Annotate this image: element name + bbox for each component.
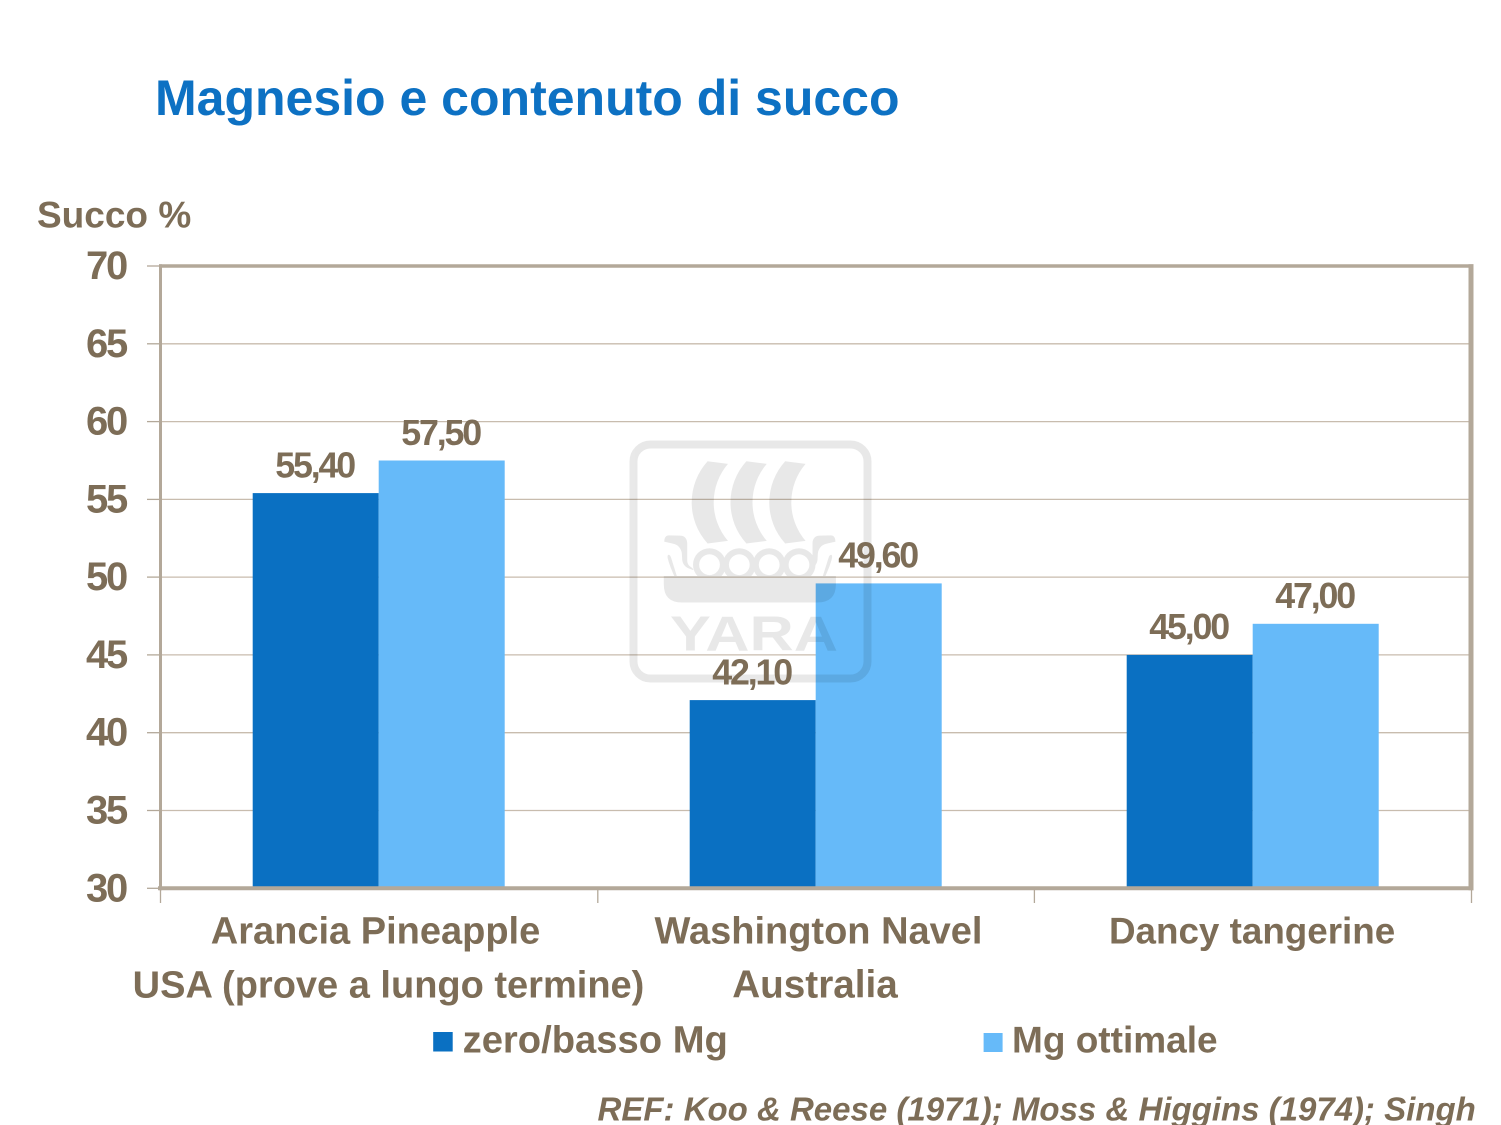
svg-text:45,00: 45,00 xyxy=(1149,607,1230,647)
svg-text:57,50: 57,50 xyxy=(401,413,482,453)
svg-text:45: 45 xyxy=(86,633,128,677)
svg-text:Washington Navel: Washington Navel xyxy=(655,911,983,953)
svg-text:40: 40 xyxy=(86,711,128,755)
svg-text:Succo %: Succo % xyxy=(37,195,191,236)
svg-text:REF: Koo & Reese (1971); Moss: REF: Koo & Reese (1971); Moss & Higgins … xyxy=(598,1090,1476,1125)
svg-text:70: 70 xyxy=(86,244,128,288)
svg-text:30: 30 xyxy=(86,866,128,910)
svg-text:60: 60 xyxy=(86,400,128,444)
svg-text:42,10: 42,10 xyxy=(712,652,793,692)
svg-text:YARA: YARA xyxy=(670,608,838,662)
svg-text:65: 65 xyxy=(86,322,128,366)
svg-text:49,60: 49,60 xyxy=(838,536,919,576)
svg-text:50: 50 xyxy=(86,555,128,599)
svg-text:Arancia Pineapple: Arancia Pineapple xyxy=(211,911,540,953)
svg-text:55: 55 xyxy=(86,477,128,521)
svg-text:USA (prove a lungo termine): USA (prove a lungo termine) xyxy=(133,964,645,1006)
svg-text:35: 35 xyxy=(86,789,128,833)
svg-text:47,00: 47,00 xyxy=(1275,576,1356,616)
svg-text:55,40: 55,40 xyxy=(275,445,356,485)
svg-text:Australia: Australia xyxy=(732,963,898,1006)
svg-text:Dancy tangerine: Dancy tangerine xyxy=(1109,911,1395,952)
svg-text:Mg ottimale: Mg ottimale xyxy=(1012,1020,1218,1061)
svg-text:zero/basso Mg: zero/basso Mg xyxy=(463,1019,728,1062)
svg-text:Magnesio e contenuto di succo: Magnesio e contenuto di succo xyxy=(155,70,900,126)
